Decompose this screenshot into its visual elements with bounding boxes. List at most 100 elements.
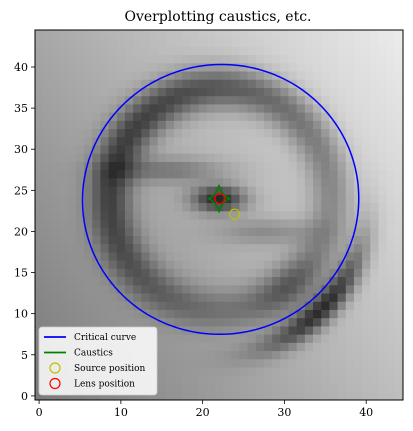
heatmap-cell — [345, 227, 355, 236]
heatmap-cell — [67, 186, 77, 195]
heatmap-cell — [182, 227, 191, 236]
heatmap-cell — [247, 276, 257, 286]
heatmap-cell — [223, 38, 232, 47]
heatmap-cell — [182, 367, 191, 376]
heatmap-cell — [231, 284, 240, 294]
heatmap-cell — [321, 178, 330, 187]
heatmap-cell — [67, 210, 77, 220]
heatmap-cell — [255, 375, 265, 384]
heatmap-cell — [263, 194, 273, 204]
heatmap-cell — [329, 235, 338, 245]
heatmap-cell — [353, 161, 363, 171]
heatmap-cell — [321, 186, 330, 195]
heatmap-cell — [182, 169, 191, 179]
heatmap-cell — [362, 128, 371, 138]
heatmap-cell — [288, 383, 298, 393]
heatmap-cell — [280, 136, 289, 146]
heatmap-cell — [75, 260, 85, 269]
heatmap-cell — [321, 62, 330, 72]
heatmap-cell — [280, 178, 289, 187]
heatmap-cell — [337, 235, 347, 245]
heatmap-cell — [182, 358, 191, 368]
heatmap-cell — [133, 235, 142, 245]
heatmap-cell — [321, 153, 330, 162]
heatmap-cell — [67, 243, 77, 253]
heatmap-cell — [190, 260, 199, 269]
heatmap-cell — [321, 391, 330, 401]
heatmap-cell — [100, 95, 109, 105]
heatmap-cell — [124, 95, 134, 105]
heatmap-cell — [92, 145, 101, 154]
heatmap-cell — [141, 95, 150, 105]
heatmap-cell — [84, 79, 93, 88]
heatmap-cell — [100, 169, 109, 179]
heatmap-cell — [247, 367, 257, 376]
heatmap-cell — [231, 169, 240, 179]
heatmap-cell — [329, 112, 338, 121]
heatmap-cell — [149, 128, 159, 138]
heatmap-cell — [313, 293, 322, 302]
heatmap-cell — [108, 219, 118, 228]
heatmap-cell — [190, 391, 199, 401]
heatmap-cell — [165, 391, 175, 401]
heatmap-cell — [51, 186, 60, 195]
heatmap-cell — [288, 202, 298, 212]
heatmap-cell — [165, 334, 175, 343]
heatmap-cell — [133, 186, 142, 195]
heatmap-cell — [353, 169, 363, 179]
heatmap-cell — [43, 260, 52, 269]
heatmap-cell — [133, 54, 142, 64]
heatmap-cell — [133, 30, 142, 39]
heatmap-cell — [272, 169, 281, 179]
heatmap-cell — [362, 260, 371, 269]
heatmap-cell — [149, 202, 159, 212]
heatmap-cell — [182, 54, 191, 64]
heatmap-cell — [165, 293, 175, 302]
heatmap-cell — [108, 210, 118, 220]
heatmap-cell — [353, 326, 363, 335]
heatmap-cell — [84, 227, 93, 236]
heatmap-cell — [214, 243, 224, 253]
heatmap-cell — [386, 227, 396, 236]
heatmap-cell — [157, 202, 167, 212]
heatmap-cell — [35, 210, 44, 220]
heatmap-cell — [59, 62, 69, 72]
heatmap-cell — [272, 87, 281, 97]
heatmap-cell — [263, 284, 273, 294]
heatmap-cell — [165, 350, 175, 360]
heatmap-cell — [255, 161, 265, 171]
heatmap-cell — [116, 71, 126, 80]
heatmap-cell — [345, 243, 355, 253]
heatmap-cell — [198, 268, 208, 278]
heatmap-cell — [255, 54, 265, 64]
heatmap-cell — [378, 30, 388, 39]
heatmap-cell — [100, 128, 109, 138]
heatmap-cell — [67, 95, 77, 105]
heatmap-cell — [206, 219, 216, 228]
heatmap-cell — [394, 243, 404, 253]
heatmap-cell — [370, 334, 379, 343]
x-tick-label: 0 — [36, 406, 43, 419]
heatmap-cell — [280, 227, 289, 236]
heatmap-cell — [378, 128, 388, 138]
heatmap-cell — [116, 120, 126, 130]
heatmap-cell — [157, 367, 167, 376]
heatmap-cell — [182, 235, 191, 245]
heatmap-cell — [182, 317, 191, 327]
heatmap-cell — [239, 153, 249, 162]
heatmap-cell — [190, 87, 199, 97]
heatmap-cell — [386, 153, 396, 162]
heatmap-cell — [255, 358, 265, 368]
heatmap-cell — [353, 243, 363, 253]
heatmap-cell — [174, 358, 183, 368]
critical-curve — [81, 63, 360, 336]
heatmap-cell — [321, 104, 330, 113]
heatmap-cell — [304, 334, 314, 343]
heatmap-cell — [51, 79, 60, 88]
heatmap-cell — [133, 284, 142, 294]
heatmap-cell — [223, 342, 232, 352]
heatmap-cell — [190, 243, 199, 253]
heatmap-cell — [116, 178, 126, 187]
heatmap-cell — [296, 136, 306, 146]
heatmap-cell — [329, 227, 338, 236]
